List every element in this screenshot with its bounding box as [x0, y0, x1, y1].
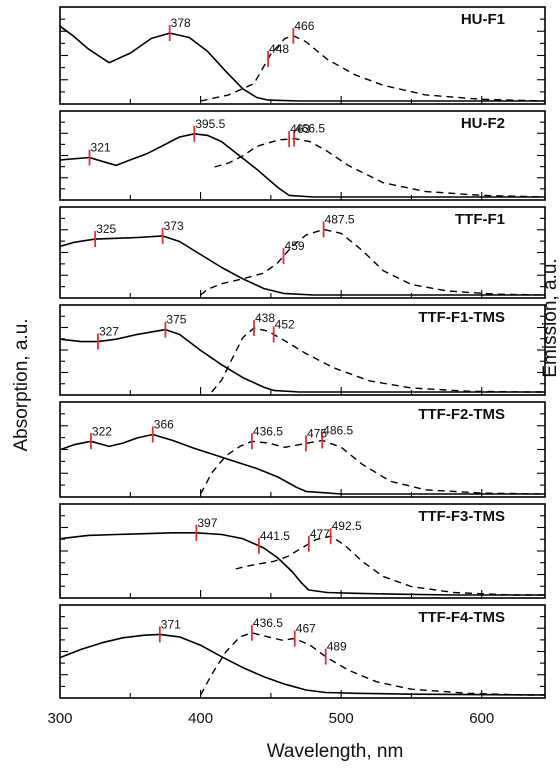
peak-label: 366	[154, 418, 174, 432]
panel: TTF-F4-TMS 371 436.5 467 489	[59, 604, 546, 699]
y-axis-label-right: Emission, a.u.	[540, 258, 560, 377]
peak-label: 371	[161, 617, 181, 631]
absorption-curve	[59, 25, 545, 102]
peak-label: 438	[255, 311, 275, 325]
panel-title: TTF-F1-TMS	[418, 309, 505, 326]
peak-label: 486.5	[323, 423, 353, 437]
peak-label: 467	[296, 622, 316, 636]
peak-label: 436.5	[253, 616, 283, 630]
emission-curve	[211, 327, 545, 393]
peak-label: 395.5	[195, 117, 225, 131]
peak-label: 489	[327, 640, 347, 654]
absorption-curve	[59, 235, 545, 296]
peak-label: 441.5	[260, 529, 290, 543]
emission-curve	[200, 228, 546, 296]
panel-title: TTF-F3-TMS	[418, 508, 505, 525]
absorption-curve	[59, 531, 545, 596]
peak-label: 436.5	[253, 424, 283, 438]
emission-curve	[214, 137, 546, 198]
x-tick-labels: 300 400 500 600	[47, 710, 494, 727]
panel: HU-F1 378 466 448	[59, 6, 546, 105]
peak-label: 325	[96, 222, 116, 236]
x-tick-label: 400	[188, 710, 213, 727]
emission-curve	[200, 35, 546, 102]
panel-title: TTF-F2-TMS	[418, 406, 505, 423]
peak-label: 397	[197, 516, 217, 530]
panel: TTF-F1 325 373 487.5 459	[59, 206, 546, 299]
peak-label: 327	[99, 325, 119, 339]
peak-label: 322	[92, 424, 112, 438]
peak-label: 463	[290, 122, 310, 136]
peak-label: 448	[269, 42, 289, 56]
panel-title: HU-F1	[461, 11, 505, 28]
y-axis-label-left: Absorption, a.u.	[11, 318, 32, 451]
peak-label: 373	[164, 219, 184, 233]
panel-title: TTF-F4-TMS	[418, 609, 505, 626]
peak-label: 375	[166, 313, 186, 327]
peak-label: 459	[285, 239, 305, 253]
peak-label: 487.5	[325, 212, 355, 226]
panel: TTF-F1-TMS 327 375 438 452	[59, 304, 546, 396]
peak-label: 466	[294, 19, 314, 33]
emission-curve	[199, 632, 545, 696]
absorption-curve	[59, 633, 546, 696]
x-tick-label: 600	[469, 710, 494, 727]
panel-title: HU-F2	[461, 115, 505, 132]
emission-curve	[199, 439, 546, 495]
panel-title: TTF-F1	[455, 211, 505, 228]
peak-label: 477	[310, 527, 330, 541]
emission-curve	[235, 535, 545, 596]
peak-label: 452	[275, 317, 295, 331]
absorption-curve	[59, 328, 545, 393]
peak-label: 466.5	[295, 122, 325, 136]
peak-label: 475	[307, 426, 327, 440]
x-tick-label: 300	[47, 710, 72, 727]
x-axis-label: Wavelength, nm	[267, 741, 404, 762]
peak-label: 321	[91, 141, 111, 155]
peak-label: 492.5	[332, 519, 362, 533]
peak-label: 378	[171, 16, 191, 30]
absorption-curve	[59, 433, 545, 495]
x-tick-label: 500	[329, 710, 354, 727]
absorption-curve	[59, 133, 545, 198]
